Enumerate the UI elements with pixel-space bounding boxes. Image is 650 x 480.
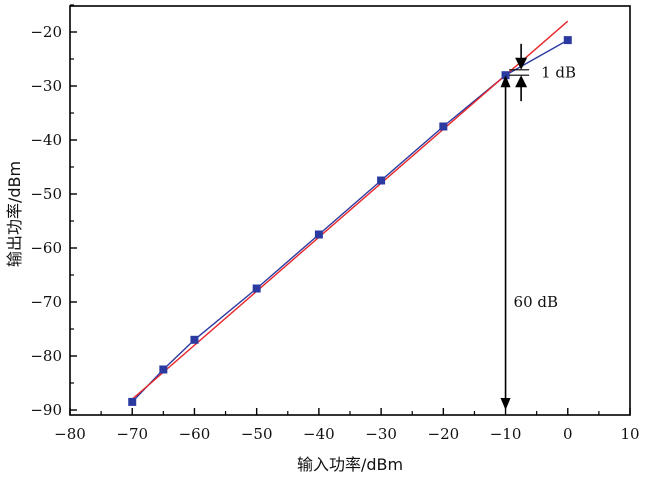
y-tick-label: −80 [30,347,62,365]
y-tick-label: −90 [30,401,62,419]
x-tick-label: 0 [563,425,573,443]
x-tick-label: 10 [620,425,639,443]
y-tick-label: −60 [30,239,62,257]
x-tick-label: −40 [303,425,335,443]
x-axis-title: 输入功率/dBm [297,455,403,474]
fit-series-line [131,20,569,400]
x-tick-label: −80 [54,425,86,443]
y-axis-title: 输出功率/dBm [5,161,24,267]
compression-arrowhead-up [515,75,528,88]
data-point-marker [190,335,199,344]
y-tick-label: −40 [30,131,62,149]
data-point-marker [314,230,323,239]
gain-span-arrowhead-top [500,75,511,88]
data-point-marker [377,176,386,185]
x-tick-label: −20 [428,425,460,443]
gain-span-label: 60 dB [514,293,558,311]
x-tick-label: −70 [116,425,148,443]
y-axis: −90 −80 −70 −60 −50 −40 −30 −20 [30,4,77,419]
x-tick-label: −10 [490,425,522,443]
data-point-marker [439,122,448,131]
annotation-layer: 60 dB 1 dB [500,43,576,410]
x-tick-label: −60 [179,425,211,443]
y-tick-label: −70 [30,293,62,311]
data-point-marker [159,365,168,374]
data-point-marker [563,36,572,45]
x-tick-label: −30 [365,425,397,443]
gain-span-arrowhead-bottom [500,398,511,410]
data-point-marker [252,284,261,293]
y-tick-label: −20 [30,23,62,41]
series-layer [128,20,572,406]
compression-arrowhead-down [515,57,528,70]
y-tick-label: −50 [30,185,62,203]
x-axis: −80 −70 −60 −50 −40 −30 −20 −10 0 10 [54,408,640,443]
compression-label: 1 dB [541,64,576,82]
measured-series-line [131,39,569,403]
x-tick-label: −50 [241,425,273,443]
y-tick-label: −30 [30,77,62,95]
data-point-marker [128,397,137,406]
